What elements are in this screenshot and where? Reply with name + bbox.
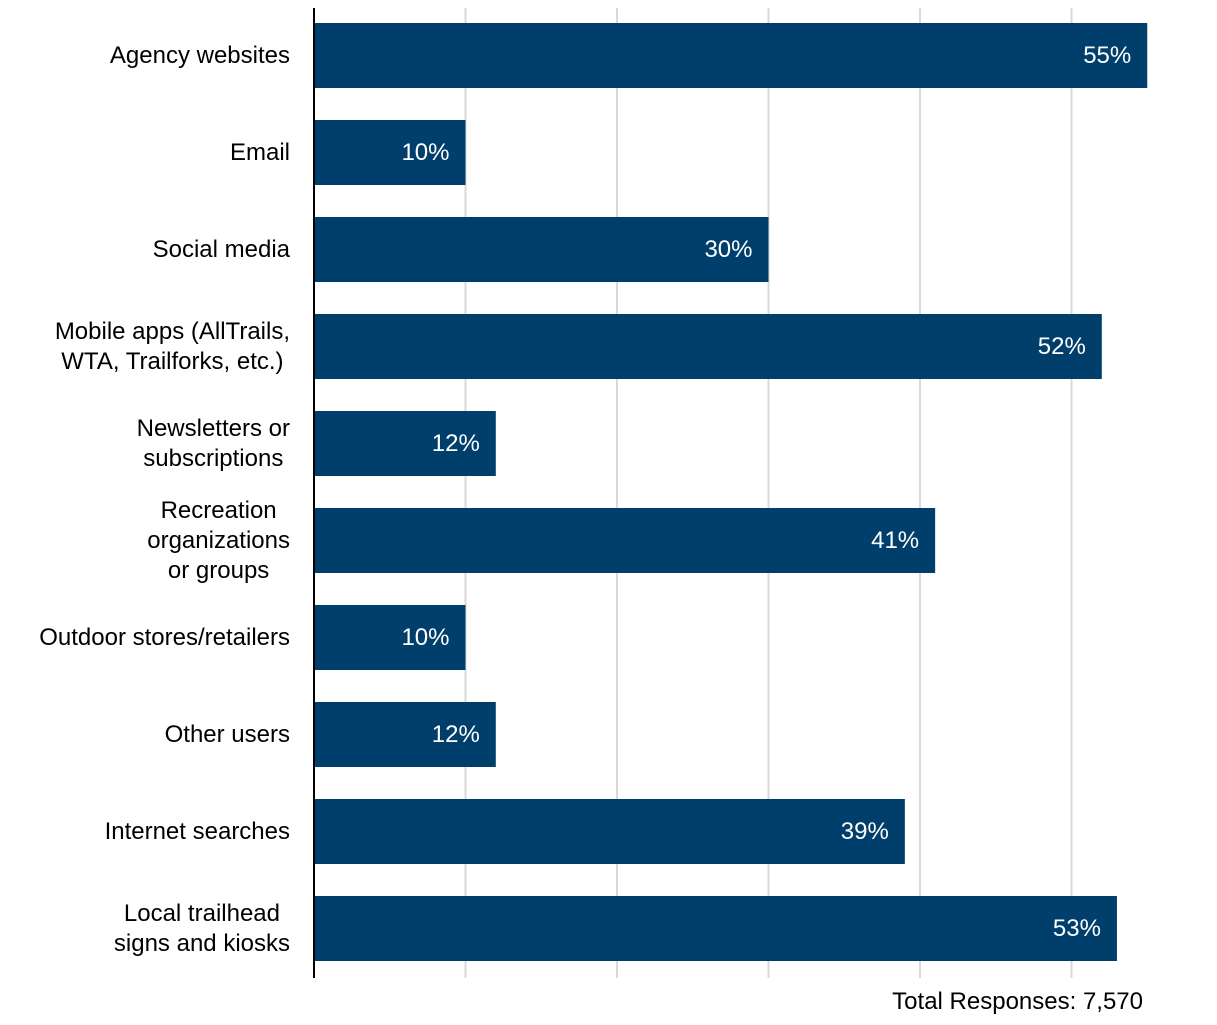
category-label-line: Email — [230, 139, 290, 166]
category-label: Local trailhead signs and kiosks — [114, 900, 290, 957]
category-labels: Agency websites Email Social media Mobile a… — [39, 42, 290, 957]
category-label: Outdoor stores/retailers — [39, 624, 290, 651]
category-label-line: or groups — [168, 557, 269, 584]
category-label-line: Other users — [165, 721, 290, 748]
category-label: Newsletters or subscriptions — [137, 415, 290, 472]
data-label: 30% — [704, 236, 752, 263]
category-label-line: Newsletters or — [137, 415, 290, 442]
category-label-line: Agency websites — [110, 42, 290, 69]
bar — [314, 217, 769, 282]
data-label: 39% — [841, 818, 889, 845]
category-label-line: signs and kiosks — [114, 930, 290, 957]
category-label: Social media — [153, 236, 291, 263]
data-label: 55% — [1083, 42, 1131, 69]
category-label-line: Mobile apps (AllTrails, — [55, 318, 290, 345]
category-label-line: Local trailhead — [124, 900, 280, 927]
category-label: Recreation organizations or groups — [147, 497, 290, 584]
bar — [314, 508, 935, 573]
category-label-line: Outdoor stores/retailers — [39, 624, 290, 651]
data-label: 53% — [1053, 915, 1101, 942]
total-responses-note: Total Responses: 7,570 — [892, 988, 1143, 1016]
category-label-line: Internet searches — [105, 818, 290, 845]
category-label: Mobile apps (AllTrails, WTA, Trailforks, … — [55, 318, 290, 375]
category-label: Internet searches — [105, 818, 290, 845]
data-label: 10% — [401, 624, 449, 651]
data-label: 10% — [401, 139, 449, 166]
bar — [314, 799, 905, 864]
data-label: 41% — [871, 527, 919, 554]
bar — [314, 314, 1102, 379]
category-label-line: organizations — [147, 527, 290, 554]
data-label: 52% — [1038, 333, 1086, 360]
category-label-line: WTA, Trailforks, etc.) — [61, 348, 283, 375]
data-label: 12% — [432, 430, 480, 457]
category-label: Other users — [165, 721, 290, 748]
category-label: Email — [230, 139, 290, 166]
category-label-line: Recreation — [161, 497, 277, 524]
category-label-line: subscriptions — [143, 445, 283, 472]
category-label-line: Social media — [153, 236, 291, 263]
data-label: 12% — [432, 721, 480, 748]
category-label: Agency websites — [110, 42, 290, 69]
bar — [314, 896, 1117, 961]
bar — [314, 23, 1147, 88]
